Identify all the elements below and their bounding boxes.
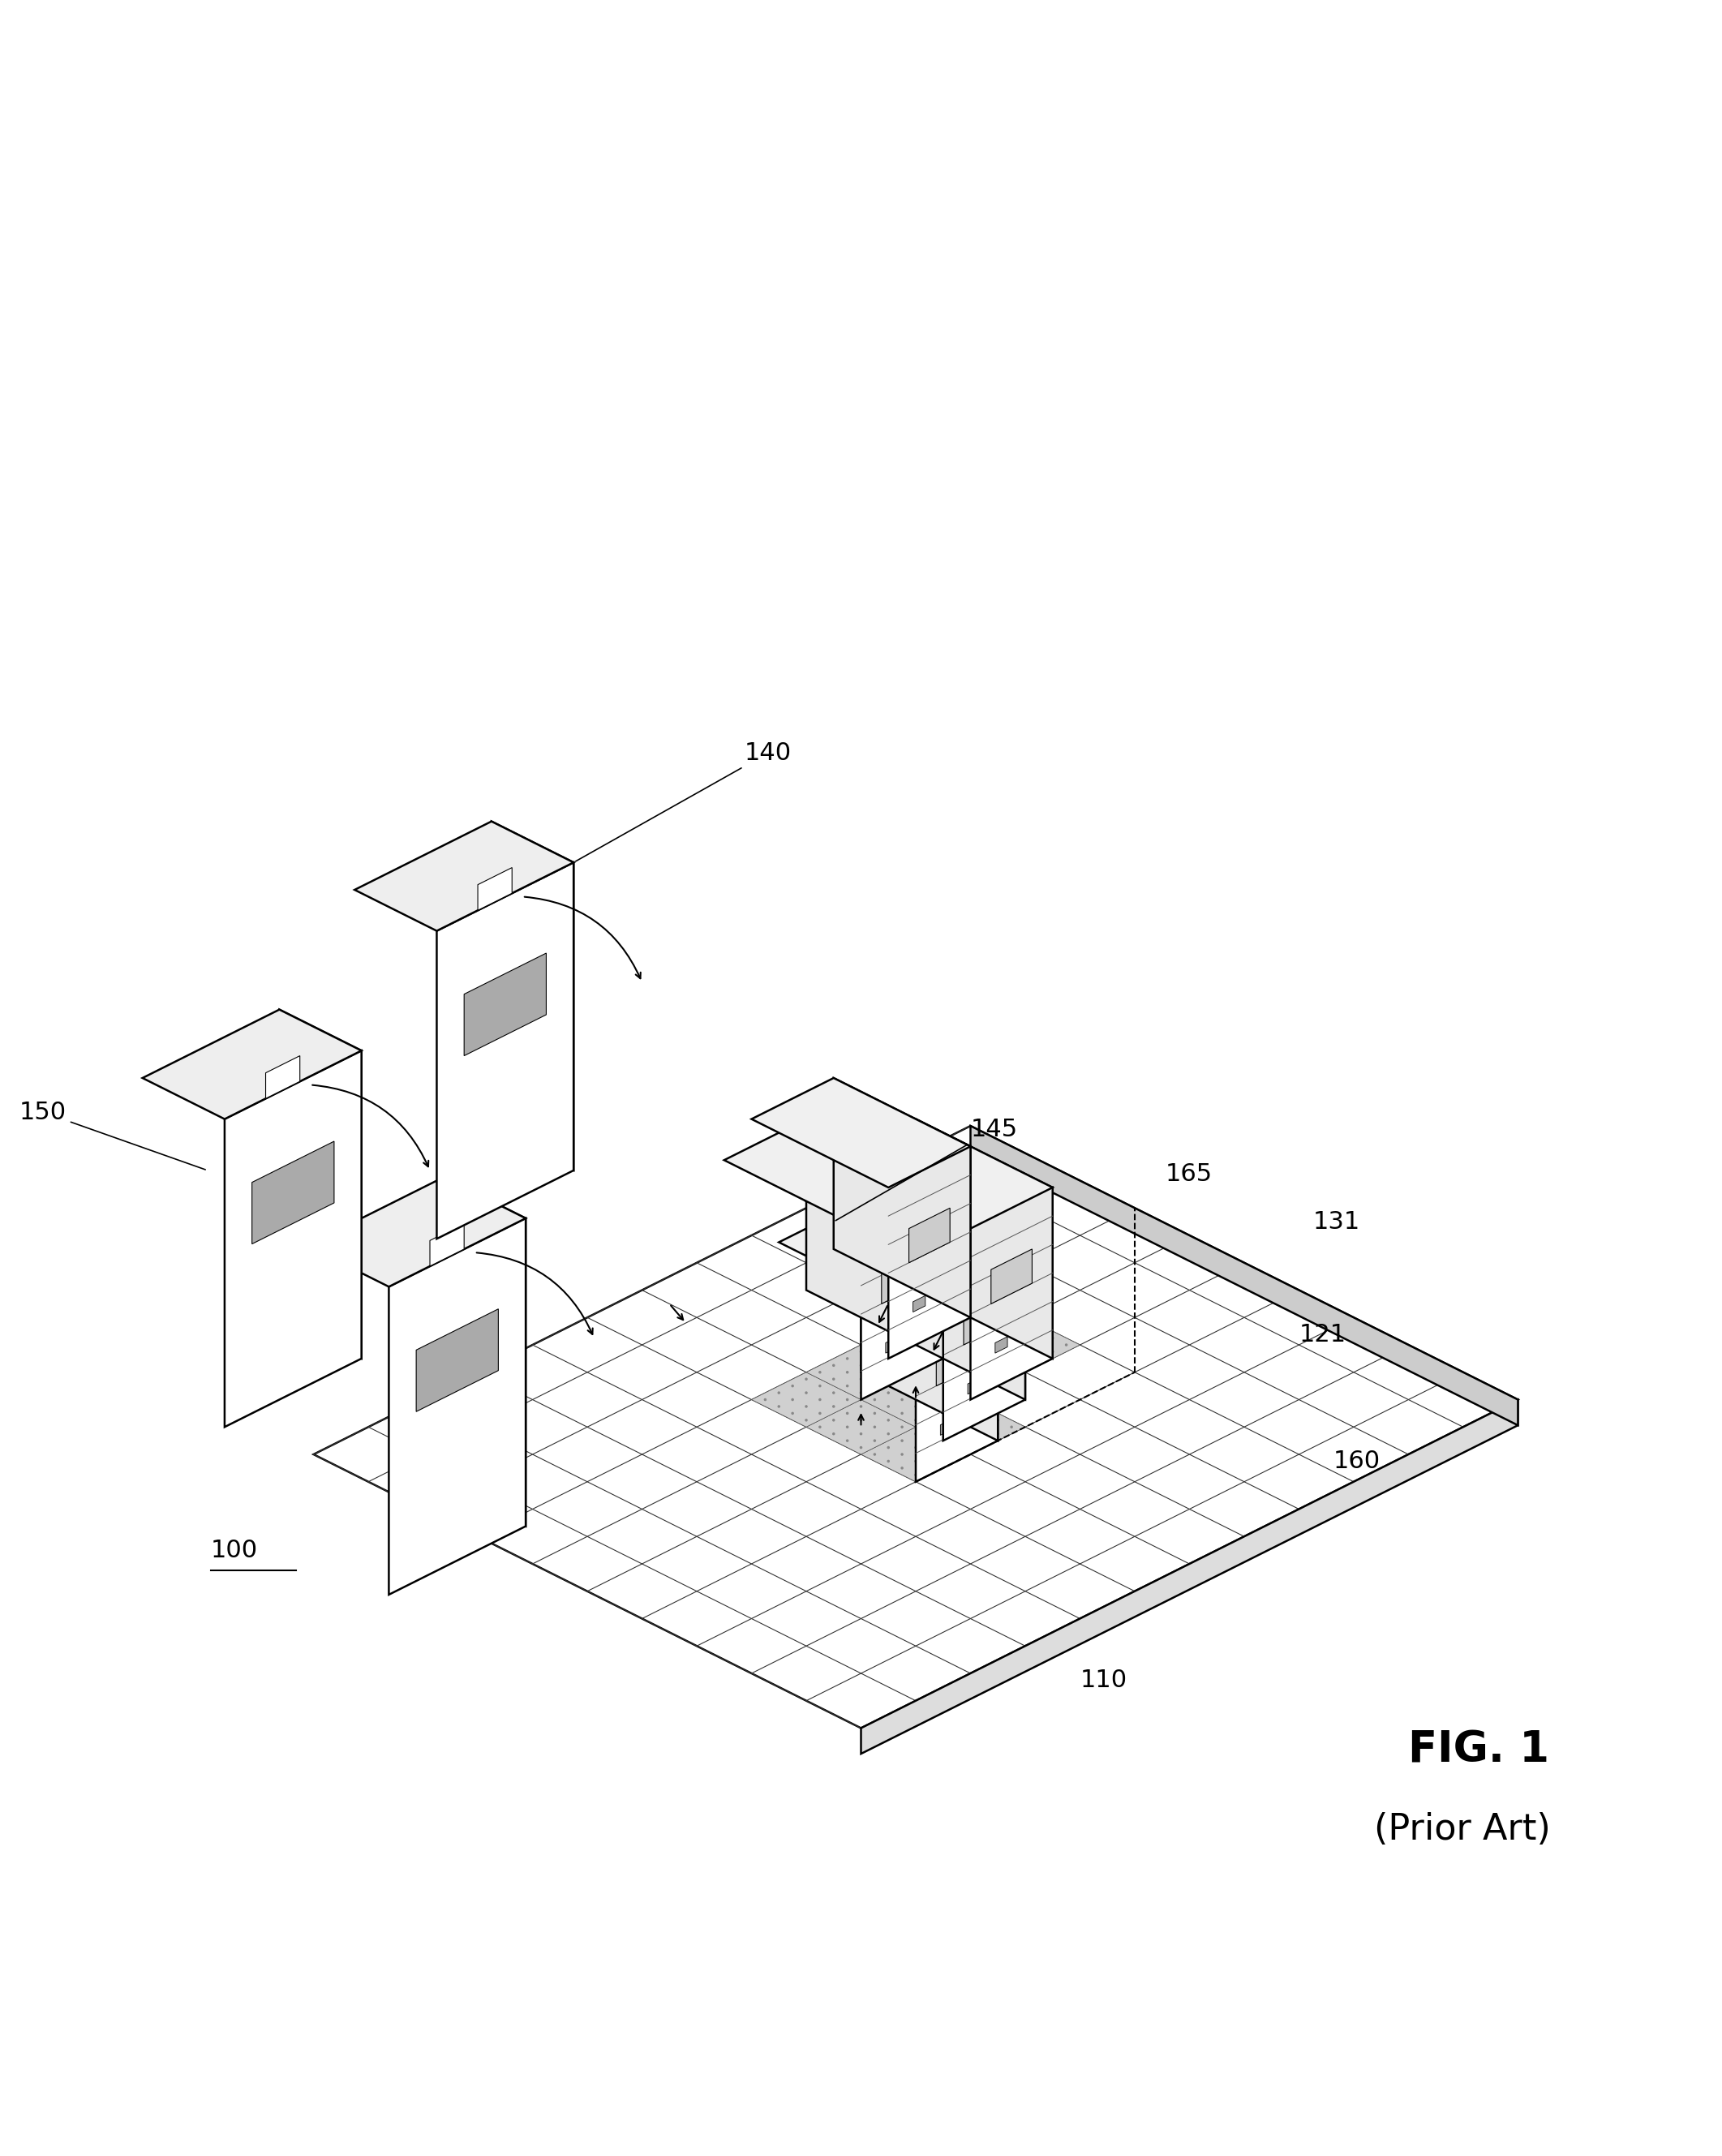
Polygon shape	[389, 1218, 525, 1595]
Polygon shape	[995, 1337, 1007, 1354]
Polygon shape	[861, 1399, 1517, 1753]
Polygon shape	[882, 1248, 923, 1304]
Polygon shape	[992, 1248, 1031, 1304]
Polygon shape	[833, 1078, 971, 1317]
Polygon shape	[968, 1378, 980, 1395]
Polygon shape	[913, 1296, 925, 1313]
Text: 110: 110	[1080, 1669, 1128, 1692]
Text: 121: 121	[1298, 1324, 1347, 1345]
Polygon shape	[751, 1371, 861, 1427]
Polygon shape	[861, 1371, 971, 1427]
Polygon shape	[861, 1188, 944, 1399]
Polygon shape	[778, 1201, 997, 1311]
Polygon shape	[971, 1188, 1052, 1399]
Polygon shape	[477, 867, 511, 910]
Text: 160: 160	[1333, 1449, 1381, 1473]
Polygon shape	[725, 1119, 944, 1229]
Polygon shape	[465, 953, 546, 1056]
Polygon shape	[916, 1289, 1025, 1345]
Text: (Prior Art): (Prior Art)	[1374, 1811, 1552, 1846]
Polygon shape	[279, 1009, 362, 1358]
Polygon shape	[916, 1399, 1025, 1455]
Polygon shape	[889, 1147, 971, 1358]
Polygon shape	[916, 1119, 1052, 1358]
Polygon shape	[861, 1201, 997, 1440]
Polygon shape	[251, 1141, 334, 1244]
Polygon shape	[964, 1289, 1004, 1345]
Polygon shape	[224, 1050, 362, 1427]
Polygon shape	[265, 1056, 300, 1100]
Polygon shape	[355, 821, 573, 931]
Polygon shape	[417, 1309, 498, 1412]
Polygon shape	[437, 862, 573, 1240]
Text: 145: 145	[835, 1117, 1018, 1220]
Polygon shape	[944, 1229, 1025, 1440]
Polygon shape	[307, 1177, 525, 1287]
Polygon shape	[806, 1345, 916, 1399]
Polygon shape	[909, 1207, 951, 1263]
Polygon shape	[313, 1125, 1517, 1729]
Polygon shape	[885, 1337, 897, 1354]
Polygon shape	[971, 1125, 1517, 1425]
Polygon shape	[491, 821, 573, 1171]
Polygon shape	[861, 1317, 971, 1371]
Text: 165: 165	[1166, 1162, 1212, 1186]
Text: 150: 150	[19, 1100, 205, 1171]
Polygon shape	[806, 1160, 1025, 1270]
Polygon shape	[937, 1330, 978, 1386]
Text: 131: 131	[1312, 1210, 1360, 1233]
Polygon shape	[833, 1119, 1052, 1229]
Polygon shape	[861, 1427, 971, 1481]
Polygon shape	[806, 1399, 916, 1455]
Polygon shape	[751, 1078, 971, 1188]
Polygon shape	[889, 1160, 1025, 1399]
Polygon shape	[430, 1222, 465, 1266]
Polygon shape	[806, 1119, 944, 1358]
Polygon shape	[143, 1009, 362, 1119]
Polygon shape	[971, 1317, 1080, 1371]
Text: FIG. 1: FIG. 1	[1409, 1729, 1550, 1772]
Polygon shape	[916, 1345, 1025, 1399]
Polygon shape	[444, 1177, 525, 1526]
Text: 100: 100	[210, 1539, 258, 1561]
Polygon shape	[916, 1270, 997, 1481]
Polygon shape	[940, 1419, 952, 1436]
Text: 140: 140	[575, 742, 792, 862]
